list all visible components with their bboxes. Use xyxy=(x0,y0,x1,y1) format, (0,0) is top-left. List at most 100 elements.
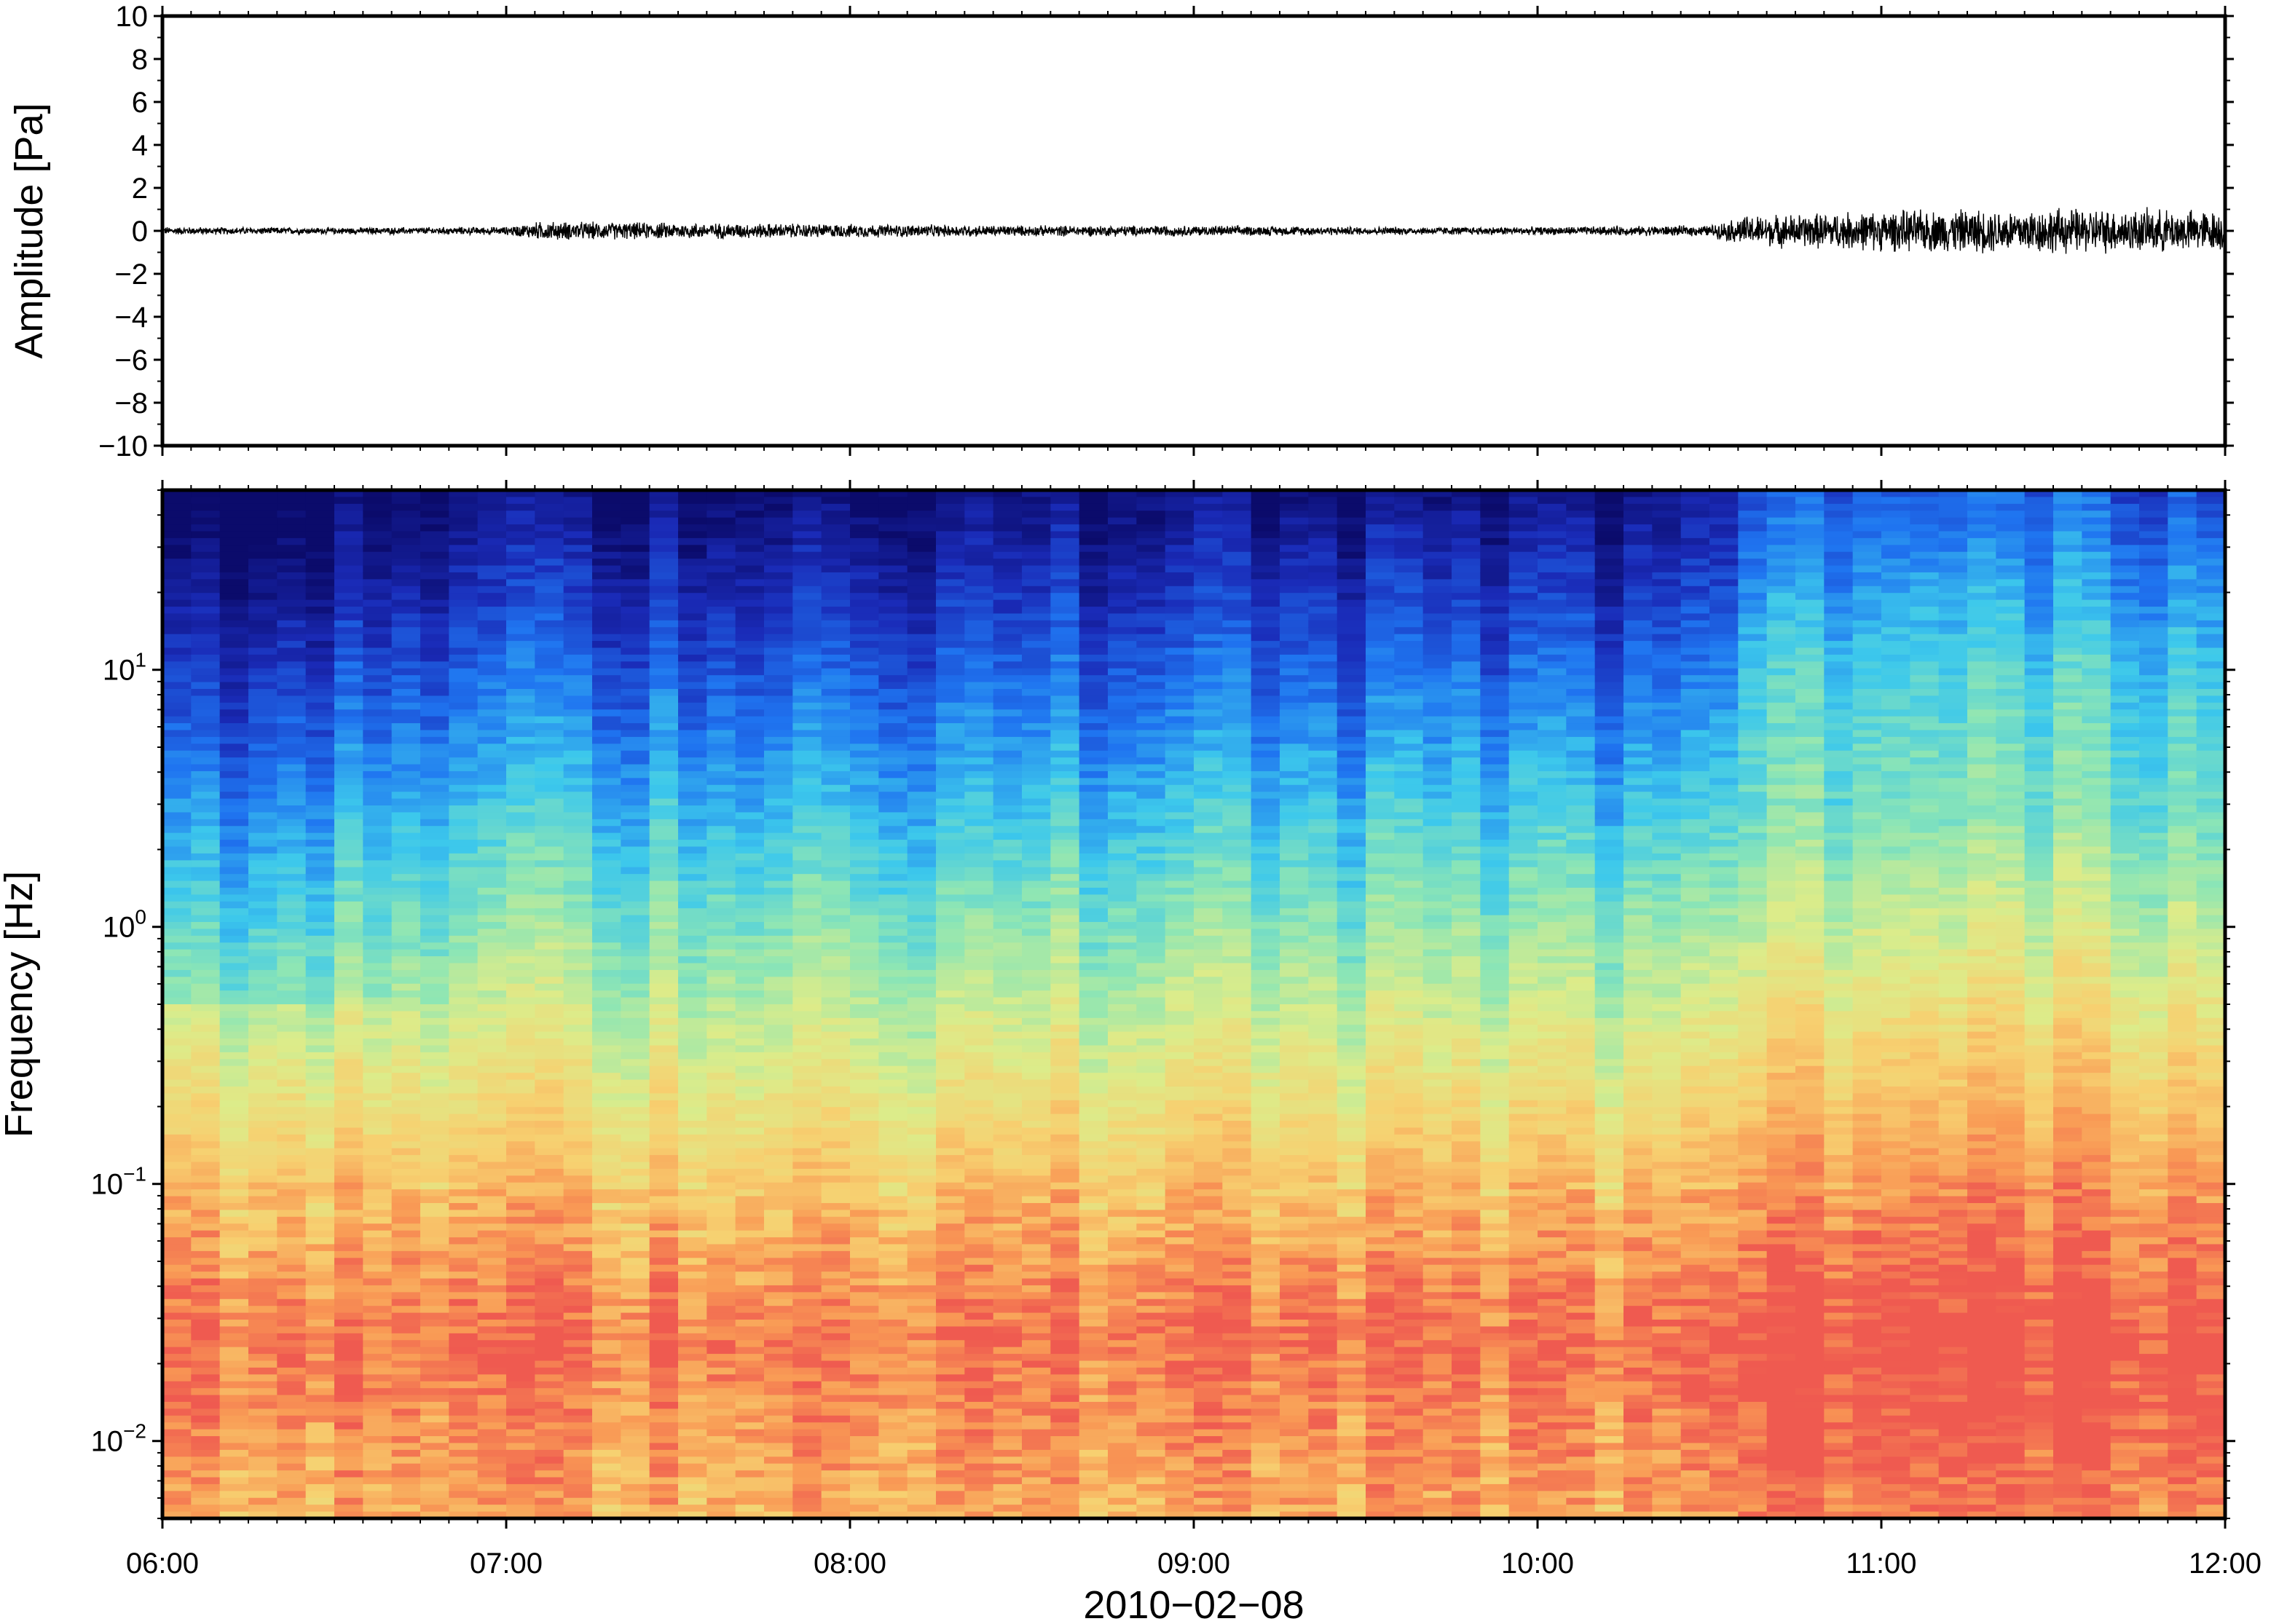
spectrogram-cell xyxy=(449,1127,479,1135)
spectrogram-cell xyxy=(936,1237,966,1245)
spectrogram-cell xyxy=(1050,880,1080,888)
spectrogram-cell xyxy=(1022,1011,1052,1019)
spectrogram-cell xyxy=(277,1155,307,1163)
spectrogram-cell xyxy=(850,1189,880,1197)
spectrogram-cell xyxy=(993,983,1023,991)
spectrogram-cell xyxy=(535,613,564,621)
spectrogram-cell xyxy=(907,770,937,779)
spectrogram-cell xyxy=(563,1457,593,1465)
spectrogram-cell xyxy=(420,1148,450,1156)
spectrogram-cell xyxy=(592,1422,622,1430)
spectrogram-cell xyxy=(878,1312,908,1320)
spectrogram-cell xyxy=(621,1189,650,1197)
spectrogram-cell xyxy=(907,867,937,875)
spectrogram-cell xyxy=(363,997,393,1005)
spectrogram-cell xyxy=(621,1031,650,1039)
waveform-y-tick-label: −6 xyxy=(114,344,148,377)
spectrogram-cell xyxy=(964,832,994,840)
spectrogram-cell xyxy=(162,1210,192,1218)
spectrogram-cell xyxy=(420,503,450,512)
spectrogram-cell xyxy=(735,887,765,896)
spectrogram-cell xyxy=(907,1107,937,1115)
spectrogram-cell xyxy=(964,1086,994,1095)
spectrogram-cell xyxy=(363,682,393,690)
spectrogram-cell xyxy=(449,1011,479,1019)
spectrogram-cell xyxy=(391,730,421,738)
spectrogram-cell xyxy=(420,770,450,779)
spectrogram-cell xyxy=(964,1395,994,1403)
spectrogram-cell xyxy=(764,1107,794,1115)
spectrogram-cell xyxy=(219,1422,249,1430)
spectrogram-cell xyxy=(191,840,221,848)
spectrogram-cell xyxy=(792,757,822,765)
spectrogram-cell xyxy=(219,634,249,642)
spectrogram-cell xyxy=(621,1073,650,1081)
spectrogram-cell xyxy=(391,805,421,813)
spectrogram-cell xyxy=(764,1093,794,1101)
spectrogram-cell xyxy=(449,688,479,697)
spectrogram-cell xyxy=(391,874,421,882)
spectrogram-cell xyxy=(850,764,880,772)
spectrogram-cell xyxy=(449,675,479,683)
spectrogram-cell xyxy=(878,1011,908,1019)
spectrogram-cell xyxy=(219,1182,249,1190)
spectrogram-cell xyxy=(1022,503,1052,512)
spectrogram-cell xyxy=(1050,853,1080,862)
spectrogram-cell xyxy=(1050,1340,1080,1348)
spectrogram-cell xyxy=(506,1175,536,1183)
spectrogram-cell xyxy=(334,1237,364,1245)
spectrogram-cell xyxy=(334,607,364,615)
spectrogram-cell xyxy=(1050,1134,1080,1143)
spectrogram-cell xyxy=(1050,661,1080,669)
spectrogram-cell xyxy=(850,620,880,628)
spectrogram-cell xyxy=(363,559,393,567)
spectrogram-cell xyxy=(248,1292,278,1300)
spectrogram-cell xyxy=(363,894,393,902)
spectrogram-cell xyxy=(248,1093,278,1101)
spectrogram-cell xyxy=(535,654,564,663)
spectrogram-cell xyxy=(477,744,507,752)
spectrogram-cell xyxy=(821,1073,851,1081)
spectrogram-cell xyxy=(162,1065,192,1073)
spectrogram-cell xyxy=(1050,1121,1080,1129)
spectrogram-cell xyxy=(391,1463,421,1471)
spectrogram-cell xyxy=(563,832,593,840)
spectrogram-cell xyxy=(707,1134,736,1143)
spectrogram-cell xyxy=(363,503,393,512)
spectrogram-cell xyxy=(449,1017,479,1026)
spectrogram-cell xyxy=(334,1093,364,1101)
spectrogram-cell xyxy=(621,956,650,964)
spectrogram-cell xyxy=(391,586,421,594)
spectrogram-cell xyxy=(764,675,794,683)
spectrogram-cell xyxy=(735,702,765,711)
spectrogram-cell xyxy=(506,1202,536,1211)
spectrogram-cell xyxy=(305,1127,335,1135)
spectrogram-cell xyxy=(563,867,593,875)
spectrogram-cell xyxy=(162,1059,192,1067)
spectrogram-cell xyxy=(219,1210,249,1218)
spectrogram-cell xyxy=(1050,956,1080,964)
spectrogram-cell xyxy=(477,586,507,594)
spectrogram-cell xyxy=(477,1360,507,1368)
spectrogram-cell xyxy=(162,675,192,683)
spectrogram-cell xyxy=(878,1381,908,1389)
spectrogram-cell xyxy=(678,1340,708,1348)
spectrogram-cell xyxy=(821,1189,851,1197)
spectrogram-cell xyxy=(850,1457,880,1465)
spectrogram-cell xyxy=(707,730,736,738)
spectrogram-cell xyxy=(735,1202,765,1211)
spectrogram-cell xyxy=(191,688,221,697)
spectrogram-cell xyxy=(678,1333,708,1341)
spectrogram-cell xyxy=(1022,1079,1052,1087)
spectrogram-cell xyxy=(191,1333,221,1341)
spectrogram-cell xyxy=(191,1374,221,1382)
spectrogram-cell xyxy=(391,922,421,930)
spectrogram-cell xyxy=(936,545,966,553)
spectrogram-cell xyxy=(162,1223,192,1231)
spectrogram-cell xyxy=(878,757,908,765)
spectrogram-cell xyxy=(621,565,650,573)
spectrogram-cell xyxy=(878,1360,908,1368)
spectrogram-cell xyxy=(735,1367,765,1376)
spectrogram-cell xyxy=(477,1312,507,1320)
spectrogram-cell xyxy=(391,901,421,910)
